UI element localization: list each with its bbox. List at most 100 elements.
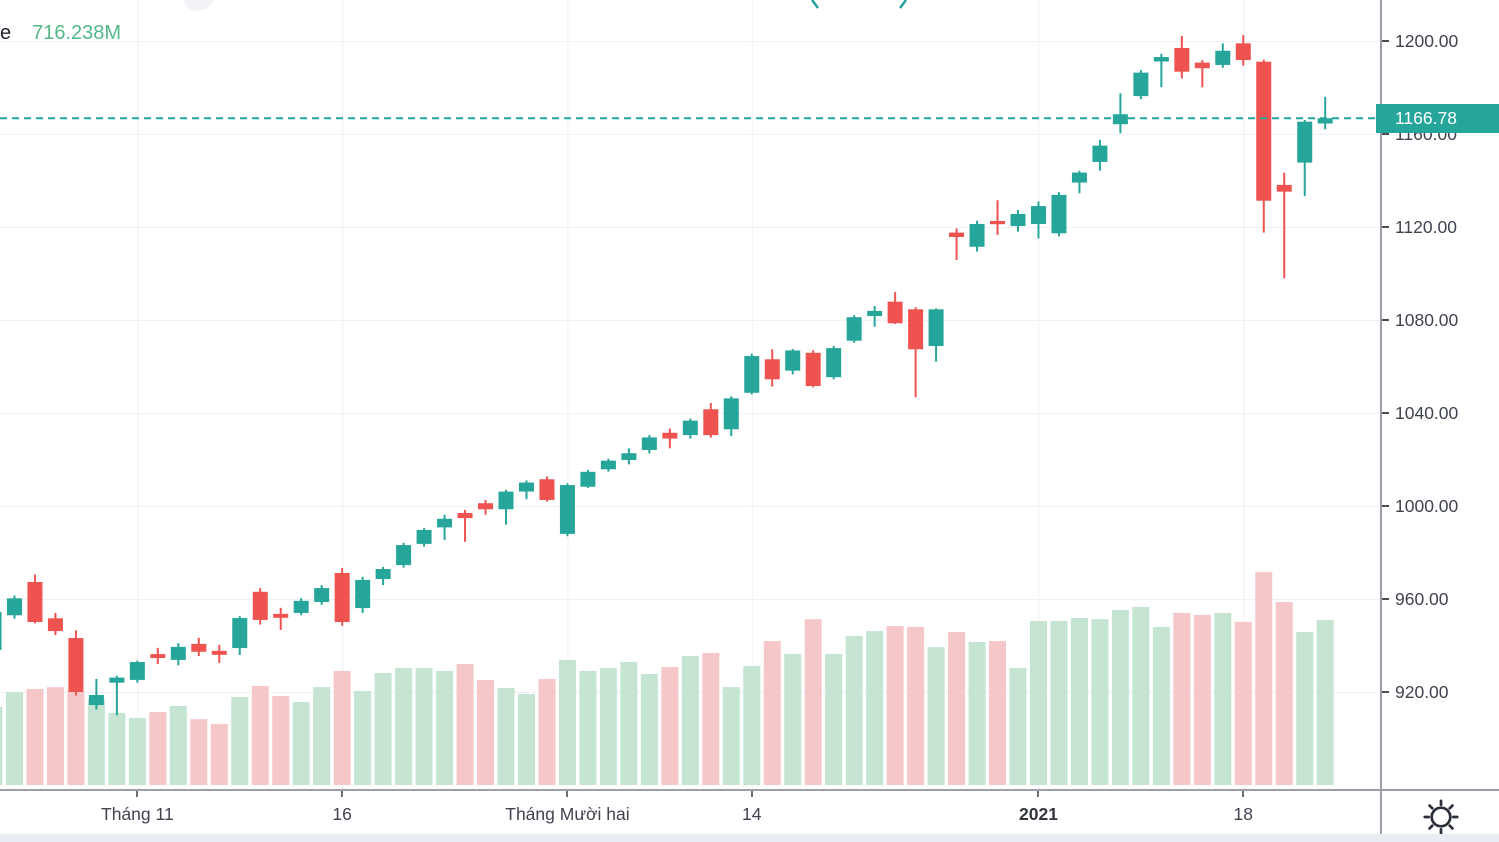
volume-bar	[169, 705, 187, 785]
cutoff-title-glyph	[899, 0, 907, 9]
time-axis-label: 18	[1233, 804, 1253, 824]
price-axis-tick	[1382, 598, 1389, 600]
time-axis-tick	[566, 791, 569, 797]
time-axis-tick	[750, 791, 753, 797]
volume-bar	[1132, 606, 1150, 785]
volume-bar	[128, 717, 146, 785]
candle-body	[1276, 184, 1292, 192]
candle-body	[1133, 72, 1149, 97]
candle-body	[437, 518, 453, 528]
time-axis-scale[interactable]: Tháng 11 16 Tháng Mười hai 14 2021 18	[0, 791, 1380, 842]
time-axis-tick	[341, 791, 344, 797]
candle-body	[662, 432, 678, 439]
volume-bar	[702, 652, 720, 785]
time-axis-label: Tháng Mười hai	[505, 804, 630, 824]
cutoff-title-glyph	[811, 0, 819, 9]
cutoff-avatar-shape	[182, 0, 214, 11]
volume-bar	[1255, 572, 1273, 785]
candle-body	[375, 569, 391, 580]
volume-bar	[149, 711, 167, 785]
candle-body	[1194, 62, 1210, 69]
volume-bar	[1173, 612, 1191, 785]
volume-legend: e 716.238M	[0, 22, 121, 46]
volume-bar	[272, 696, 290, 785]
volume-bar	[87, 699, 105, 785]
volume-bar	[395, 667, 413, 785]
candle-body	[0, 612, 2, 650]
volume-bar	[620, 661, 638, 785]
volume-bar	[927, 647, 945, 785]
volume-bar	[866, 631, 884, 785]
candle-body	[396, 545, 412, 566]
volume-bar	[1009, 667, 1027, 785]
time-axis-tick	[136, 791, 139, 797]
candle-body	[27, 582, 43, 623]
volume-bar	[108, 712, 126, 785]
price-axis-label: 1200.00	[1395, 31, 1459, 51]
volume-bar	[251, 685, 269, 785]
candle-body	[109, 677, 125, 683]
candle-body	[928, 309, 944, 347]
candle-body	[559, 485, 575, 534]
current-price-label: 1166.78	[1376, 103, 1499, 133]
volume-bar	[354, 691, 372, 785]
candle-body	[6, 598, 22, 616]
volume-bar	[538, 679, 556, 785]
volume-bar	[804, 619, 822, 785]
volume-bar	[1152, 626, 1170, 785]
price-axis-tick	[1382, 226, 1389, 228]
volume-bar	[0, 706, 3, 785]
time-axis-label: 2021	[1019, 804, 1058, 824]
volume-bar	[886, 626, 904, 785]
volume-bar	[231, 696, 249, 785]
candle-body	[47, 618, 63, 632]
volume-bar	[415, 667, 433, 785]
time-axis-tick	[1037, 791, 1040, 797]
sun-icon	[1422, 798, 1459, 835]
volume-bar	[681, 655, 699, 785]
candle-body	[539, 479, 555, 500]
volume-bar	[661, 667, 679, 785]
candle-body	[744, 356, 760, 393]
candle-body	[785, 350, 801, 371]
theme-toggle-button[interactable]	[1417, 793, 1465, 841]
candle-body	[457, 512, 473, 519]
volume-bar	[292, 702, 310, 785]
candle-body	[600, 460, 616, 470]
candle-body	[1215, 50, 1231, 65]
volume-bar	[497, 688, 515, 785]
candle-body	[867, 310, 883, 317]
candle-body	[805, 352, 821, 387]
volume-bar	[1296, 632, 1314, 785]
price-chart-pane[interactable]: e 716.238M	[0, 0, 1380, 790]
volume-bar	[743, 665, 761, 785]
candle-body	[969, 223, 985, 247]
candle-body	[191, 643, 207, 652]
volume-bar	[948, 632, 966, 785]
volume-bar	[640, 673, 658, 785]
price-axis-border	[1380, 0, 1382, 842]
volume-bar	[1275, 602, 1293, 785]
candle-body	[211, 650, 227, 655]
candle-body	[1092, 145, 1108, 162]
time-axis-tick	[1242, 791, 1245, 797]
volume-bar	[968, 641, 986, 785]
candle-body	[682, 420, 698, 436]
price-axis-tick	[1382, 319, 1389, 321]
candle-body	[846, 317, 862, 341]
candle-body	[949, 232, 965, 237]
volume-legend-truncated-text: e	[0, 22, 12, 44]
price-axis-scale[interactable]: 1200.00 1160.00 1120.00 1080.00 1040.00 1000.…	[1376, 0, 1499, 789]
candle-body	[293, 600, 309, 613]
volume-bar	[763, 641, 781, 785]
candle-body	[232, 618, 248, 649]
volume-bar	[5, 691, 23, 785]
volume-bar	[436, 670, 454, 785]
candle-body	[129, 662, 145, 680]
candle-body	[621, 453, 637, 460]
candle-body	[990, 220, 1006, 225]
candle-body	[703, 409, 719, 436]
volume-bar	[374, 673, 392, 785]
candle-body	[887, 301, 903, 324]
candle-body	[88, 695, 104, 706]
